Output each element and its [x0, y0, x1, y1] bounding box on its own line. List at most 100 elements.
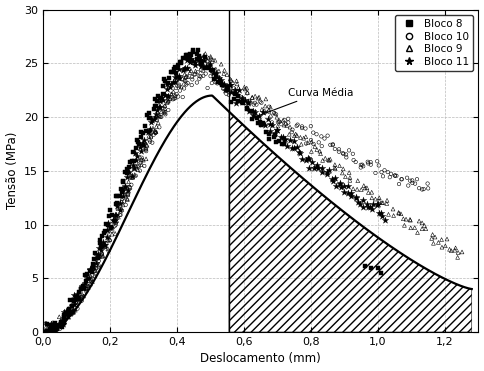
Bloco 9 — [197, 60, 205, 66]
Bloco 11 — [171, 73, 179, 79]
Bloco 9 — [290, 133, 298, 139]
Bloco 8 — [136, 141, 143, 147]
Bloco 11 — [101, 242, 109, 248]
Bloco 9 — [346, 177, 354, 183]
Bloco 8 — [193, 51, 200, 57]
Bloco 10 — [398, 176, 406, 182]
Bloco 9 — [108, 231, 116, 237]
Bloco 10 — [239, 95, 247, 101]
Bloco 8 — [119, 178, 127, 184]
Bloco 10 — [74, 306, 81, 312]
Bloco 11 — [337, 184, 345, 190]
Bloco 9 — [418, 220, 426, 226]
Bloco 10 — [247, 99, 255, 105]
Bloco 11 — [242, 97, 249, 103]
Bloco 8 — [96, 240, 104, 246]
Bloco 9 — [429, 232, 437, 237]
Bloco 9 — [248, 95, 256, 101]
Bloco 10 — [59, 320, 66, 326]
Bloco 10 — [184, 80, 192, 86]
Bloco 8 — [43, 322, 51, 328]
Bloco 10 — [199, 73, 207, 79]
Bloco 8 — [177, 59, 185, 65]
Bloco 9 — [147, 133, 155, 139]
Bloco 9 — [211, 57, 219, 63]
Bloco 9 — [441, 243, 449, 249]
Bloco 9 — [155, 112, 163, 118]
Bloco 8 — [43, 328, 50, 334]
Bloco 9 — [142, 156, 150, 162]
Bloco 8 — [254, 115, 261, 121]
Bloco 9 — [126, 184, 134, 190]
Bloco 11 — [264, 116, 272, 122]
Bloco 10 — [404, 183, 412, 188]
Bloco 9 — [171, 94, 179, 100]
Bloco 11 — [128, 173, 136, 179]
Bloco 8 — [361, 263, 368, 269]
Bloco 8 — [205, 65, 212, 71]
Bloco 9 — [418, 226, 426, 232]
Bloco 8 — [378, 270, 385, 276]
Bloco 11 — [244, 99, 252, 105]
Bloco 10 — [155, 124, 163, 130]
Bloco 10 — [157, 114, 165, 120]
Bloco 10 — [125, 184, 133, 190]
Bloco 11 — [374, 201, 382, 207]
Bloco 8 — [146, 115, 153, 121]
Bloco 11 — [73, 291, 81, 297]
Bloco 9 — [198, 60, 206, 66]
Bloco 10 — [82, 289, 90, 295]
Bloco 10 — [114, 214, 121, 220]
Bloco 11 — [233, 92, 241, 98]
Bloco 9 — [336, 163, 344, 169]
Bloco 10 — [124, 191, 132, 197]
Bloco 10 — [418, 187, 426, 193]
Bloco 10 — [149, 140, 156, 146]
Bloco 10 — [294, 122, 302, 128]
Bloco 9 — [207, 55, 214, 61]
Bloco 9 — [273, 114, 281, 120]
Bloco 9 — [363, 185, 371, 191]
Bloco 8 — [100, 230, 108, 236]
Bloco 8 — [181, 55, 189, 61]
Bloco 10 — [364, 159, 372, 165]
Bloco 9 — [195, 55, 202, 61]
Bloco 11 — [70, 292, 78, 298]
Bloco 10 — [386, 174, 393, 180]
Bloco 11 — [378, 213, 386, 219]
Bloco 8 — [186, 51, 194, 57]
Bloco 9 — [454, 255, 462, 260]
Y-axis label: Tensão (MPa): Tensão (MPa) — [5, 132, 18, 210]
Bloco 9 — [63, 313, 71, 319]
Bloco 11 — [217, 77, 225, 83]
Bloco 9 — [331, 162, 339, 168]
Bloco 10 — [46, 329, 54, 335]
Bloco 9 — [97, 242, 105, 248]
Bloco 11 — [144, 129, 151, 135]
Bloco 10 — [335, 146, 343, 152]
Bloco 8 — [257, 122, 265, 128]
Bloco 8 — [159, 83, 166, 89]
Bloco 9 — [338, 170, 346, 176]
Bloco 9 — [319, 157, 327, 163]
Bloco 9 — [354, 178, 362, 184]
Text: Curva Média: Curva Média — [253, 88, 353, 118]
Bloco 10 — [127, 175, 135, 181]
Bloco 8 — [47, 322, 55, 328]
Bloco 11 — [302, 157, 310, 163]
Bloco 9 — [458, 249, 466, 255]
Bloco 8 — [87, 267, 94, 273]
Bloco 9 — [48, 320, 56, 326]
Bloco 11 — [280, 137, 288, 143]
Bloco 10 — [199, 68, 207, 74]
Bloco 9 — [283, 122, 290, 128]
Bloco 10 — [166, 96, 174, 102]
Bloco 11 — [258, 121, 266, 127]
Bloco 10 — [327, 142, 334, 148]
Bloco 10 — [288, 127, 296, 132]
Bloco 9 — [42, 329, 49, 335]
Bloco 10 — [310, 141, 318, 147]
Bloco 9 — [192, 68, 199, 74]
Bloco 8 — [142, 128, 150, 134]
Bloco 8 — [60, 314, 68, 320]
